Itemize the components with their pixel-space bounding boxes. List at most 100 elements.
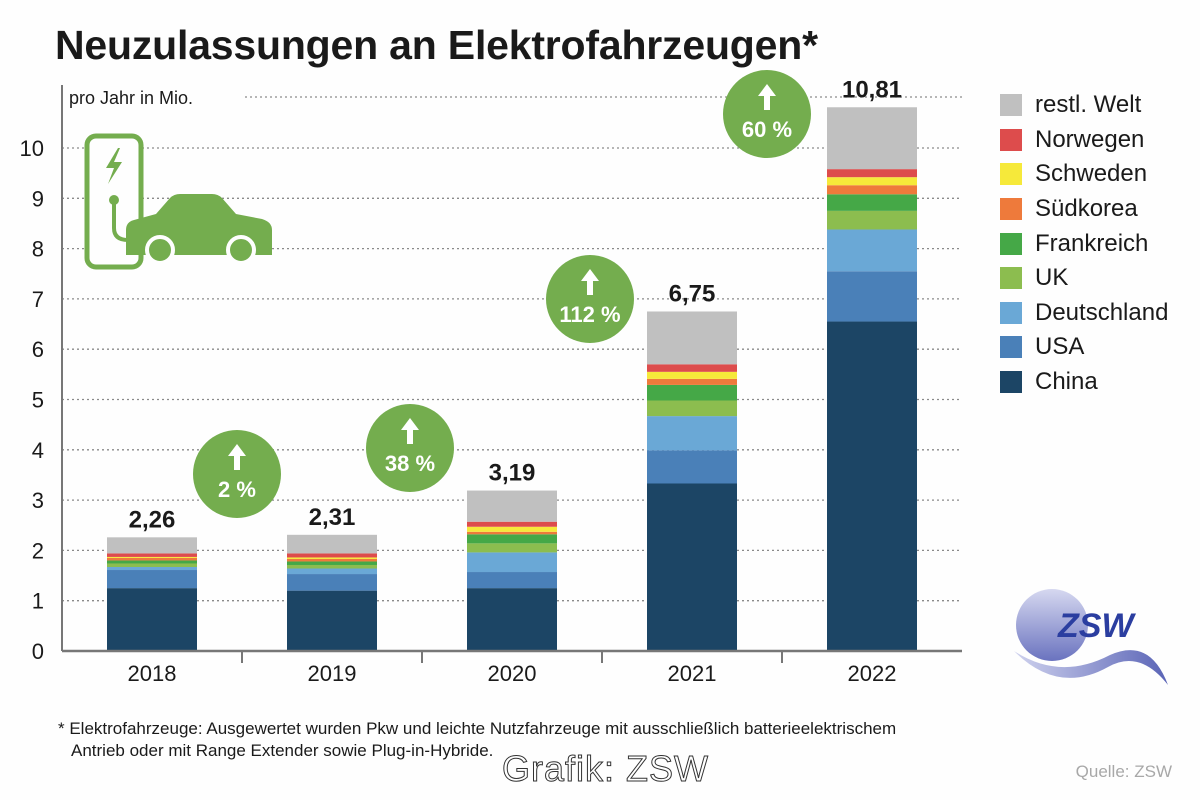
bar-segment-deutschland	[467, 552, 557, 573]
bar-segment-usa	[287, 574, 377, 591]
bar-segment-norwegen	[107, 553, 197, 557]
bar-segment-schweden	[827, 177, 917, 186]
graphic-credit: Grafik: ZSW	[502, 748, 709, 790]
bar-segment-schweden	[647, 371, 737, 379]
bar-segment-deutschland	[107, 566, 197, 571]
y-tick-label: 2	[32, 538, 44, 563]
growth-label: 112 %	[559, 302, 620, 327]
legend-label: Norwegen	[1035, 125, 1145, 153]
y-tick-label: 5	[32, 388, 44, 413]
growth-badge: 38 %	[366, 404, 454, 492]
bar-segment-frankreich	[827, 194, 917, 211]
bar-segment-frankreich	[647, 384, 737, 401]
bar-segment-norwegen	[647, 364, 737, 372]
legend-label: Frankreich	[1035, 229, 1149, 257]
bar-segment-usa	[647, 450, 737, 484]
bar-segment-uk	[827, 210, 917, 230]
bar-segment-deutschland	[827, 229, 917, 272]
legend-item: Frankreich	[1000, 226, 1168, 261]
legend-swatch	[1000, 232, 1022, 255]
footnote-line-1: * Elektrofahrzeuge: Ausgewertet wurden P…	[58, 719, 897, 738]
growth-badge: 60 %	[723, 70, 811, 158]
bar-segment-s-dkorea	[827, 185, 917, 195]
bar-segment-restl-welt	[647, 311, 737, 365]
legend-swatch	[1000, 336, 1022, 359]
bar-segment-deutschland	[647, 416, 737, 451]
bar-segment-restl-welt	[107, 537, 197, 554]
legend-label: Deutschland	[1035, 298, 1169, 326]
growth-badge: 112 %	[546, 255, 634, 343]
zsw-logo: ZSW	[1014, 589, 1168, 685]
total-label: 2,26	[129, 506, 176, 533]
bar-segment-deutschland	[287, 568, 377, 575]
x-tick-label: 2018	[128, 661, 177, 686]
bar-segment-schweden	[287, 557, 377, 559]
bar-segment-uk	[647, 400, 737, 417]
bar-segment-usa	[467, 572, 557, 589]
legend: restl. Welt Norwegen Schweden Südkorea Frank…	[1000, 88, 1168, 399]
bars: 2,26 2,31 3,19 6,75 10,81	[107, 76, 917, 651]
bar-segment-s-dkorea	[467, 531, 557, 535]
y-tick-label: 0	[32, 639, 44, 664]
bar-segment-china	[287, 590, 377, 651]
y-tick-label: 6	[32, 337, 44, 362]
bar-segment-uk	[287, 564, 377, 569]
legend-swatch	[1000, 163, 1022, 186]
bar-segment-restl-welt	[467, 490, 557, 522]
bar-segment-frankreich	[287, 561, 377, 565]
legend-label: Schweden	[1035, 160, 1148, 188]
bar-segment-china	[647, 483, 737, 651]
ev-charging-car-icon	[84, 133, 272, 270]
bar-segment-s-dkorea	[647, 378, 737, 385]
x-tick-label: 2019	[308, 661, 357, 686]
legend-item: UK	[1000, 261, 1168, 296]
legend-swatch	[1000, 128, 1022, 151]
bar-segment-restl-welt	[827, 107, 917, 170]
legend-item: restl. Welt	[1000, 88, 1168, 123]
source-label: Quelle: ZSW	[1075, 762, 1172, 781]
bar-segment-s-dkorea	[107, 557, 197, 561]
logo-text: ZSW	[1057, 607, 1136, 645]
bar-segment-uk	[467, 543, 557, 553]
total-label: 3,19	[489, 460, 536, 487]
legend-label: USA	[1035, 333, 1085, 361]
legend-item: China	[1000, 365, 1168, 400]
arrow-up-icon	[758, 84, 776, 110]
bar-segment-china	[827, 321, 917, 651]
growth-badge: 2 %	[193, 430, 281, 518]
legend-item: Schweden	[1000, 157, 1168, 192]
bar-segment-uk	[107, 563, 197, 567]
total-label: 2,31	[309, 504, 356, 531]
legend-label: Südkorea	[1035, 195, 1138, 223]
bar-segment-usa	[827, 271, 917, 322]
footnote-line-2: Antrieb oder mit Range Extender sowie Pl…	[71, 741, 494, 760]
legend-swatch	[1000, 267, 1022, 290]
growth-label: 60 %	[742, 117, 792, 142]
arrow-up-icon	[401, 418, 419, 444]
y-axis-label: pro Jahr in Mio.	[69, 88, 193, 108]
y-tick-label: 9	[32, 186, 44, 211]
x-tick-label: 2020	[488, 661, 537, 686]
x-tick-label: 2022	[848, 661, 897, 686]
y-tick-label: 3	[32, 488, 44, 513]
y-tick-label: 4	[32, 438, 44, 463]
total-label: 10,81	[842, 76, 902, 103]
x-tick-label: 2021	[668, 661, 717, 686]
legend-label: China	[1035, 368, 1098, 396]
bar-segment-norwegen	[827, 169, 917, 178]
bar-segment-china	[467, 588, 557, 651]
total-label: 6,75	[669, 280, 716, 307]
legend-item: USA	[1000, 330, 1168, 365]
bar-segment-s-dkorea	[287, 558, 377, 562]
growth-label: 2 %	[218, 477, 256, 502]
legend-label: UK	[1035, 264, 1069, 292]
bar-segment-usa	[107, 570, 197, 589]
legend-swatch	[1000, 371, 1022, 394]
footnote: * Elektrofahrzeuge: Ausgewertet wurden P…	[58, 718, 896, 762]
legend-item: Südkorea	[1000, 192, 1168, 227]
legend-item: Norwegen	[1000, 123, 1168, 158]
axes: 0 1 2 3 4 5 6 7 8 9 10 2018 2019 2020 2021 2022	[20, 85, 962, 686]
legend-swatch	[1000, 94, 1022, 117]
y-tick-label: 7	[32, 287, 44, 312]
